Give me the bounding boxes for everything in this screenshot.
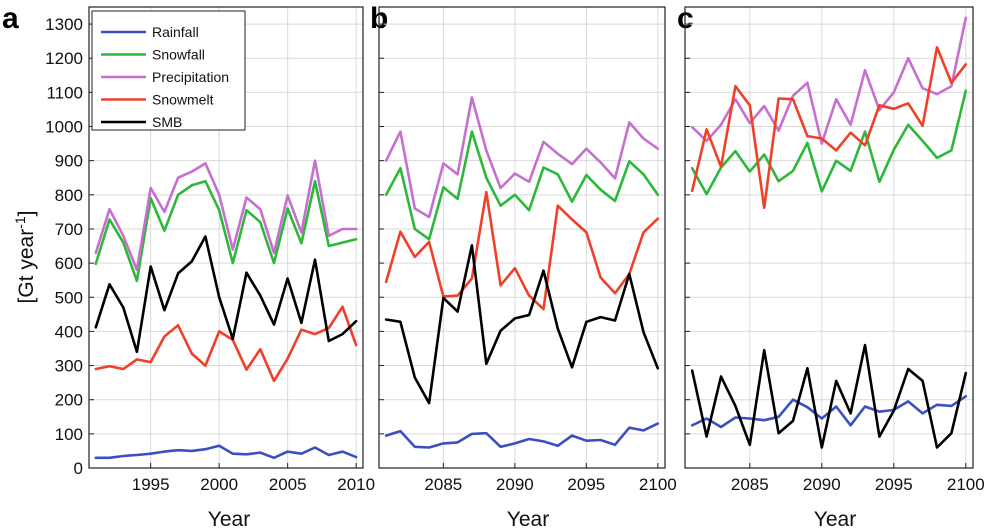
- y-tick-label: 100: [55, 425, 83, 444]
- series-line-rainfall-b: [384, 422, 660, 449]
- x-tick-label: 2100: [639, 475, 677, 494]
- series-line-rainfall-a: [94, 444, 358, 460]
- x-tick-label: 2085: [424, 475, 462, 494]
- y-tick-label: 500: [55, 288, 83, 307]
- y-tick-label: 800: [55, 186, 83, 205]
- x-tick-label: 2010: [337, 475, 375, 494]
- plot-frame-c: [684, 6, 974, 469]
- x-tick-label: 2095: [875, 475, 913, 494]
- series-line-snowmelt-a: [94, 305, 358, 383]
- x-tick-label: 2090: [803, 475, 841, 494]
- series-line-snowmelt-c: [690, 45, 968, 210]
- x-tick-label: 2100: [947, 475, 985, 494]
- series-line-snowmelt-b: [384, 190, 660, 311]
- series-line-smb-a: [94, 235, 358, 354]
- panel-c-plot: 2085 2090 2095 2100: [684, 6, 985, 494]
- x-axis-label-a: Year: [208, 508, 250, 531]
- plot-frame-a: [88, 6, 364, 469]
- series-line-snowfall-c: [690, 89, 968, 196]
- x-tick-label: 2005: [269, 475, 307, 494]
- y-tick-label: 1300: [45, 15, 83, 34]
- legend-label-snowmelt: Snowmelt: [152, 92, 214, 108]
- legend-label-snowfall: Snowfall: [152, 47, 205, 63]
- x-tick-label: 2095: [567, 475, 605, 494]
- y-tick-label: 200: [55, 391, 83, 410]
- y-tick-label: 1200: [45, 49, 83, 68]
- y-tick-label: 1000: [45, 118, 83, 137]
- x-axis-label-b: Year: [507, 508, 549, 531]
- series-line-snowfall-a: [94, 179, 358, 283]
- x-tick-label: 2090: [496, 475, 534, 494]
- legend-label-precipitation: Precipitation: [152, 69, 229, 85]
- y-tick-label: 900: [55, 152, 83, 171]
- legend-label-rainfall: Rainfall: [152, 24, 199, 40]
- plot-frame-b: [378, 6, 666, 469]
- legend: Rainfall Snowfall Precipitation Snowmelt SMB: [91, 10, 246, 131]
- y-tick-label: 300: [55, 357, 83, 376]
- series-line-precipitation-c: [690, 16, 968, 145]
- series-line-smb-c: [690, 343, 968, 449]
- x-axis-label-c: Year: [814, 508, 856, 531]
- series-line-snowfall-b: [384, 130, 660, 241]
- y-tick-label: 400: [55, 322, 83, 341]
- y-axis-label: [Gt year-1]: [12, 211, 38, 304]
- y-tick-label: 700: [55, 220, 83, 239]
- x-tick-label: 2000: [200, 475, 238, 494]
- y-tick-label: 1100: [46, 83, 83, 102]
- series-line-precipitation-b: [384, 96, 660, 219]
- panel-b-plot: 2085 2090 2095 2100: [378, 6, 677, 494]
- panel-a-plot: 1995 2000 2005 2010 0 100 200 300 400 500 600 700 80…: [45, 6, 375, 494]
- y-tick-label: 600: [55, 254, 83, 273]
- y-tick-label: 0: [74, 459, 83, 478]
- series-line-precipitation-a: [94, 159, 358, 272]
- series-line-smb-b: [384, 244, 660, 405]
- legend-label-smb: SMB: [152, 114, 182, 130]
- panel-letter-a: a: [2, 2, 19, 35]
- x-tick-label: 1995: [132, 475, 170, 494]
- x-tick-label: 2085: [731, 475, 769, 494]
